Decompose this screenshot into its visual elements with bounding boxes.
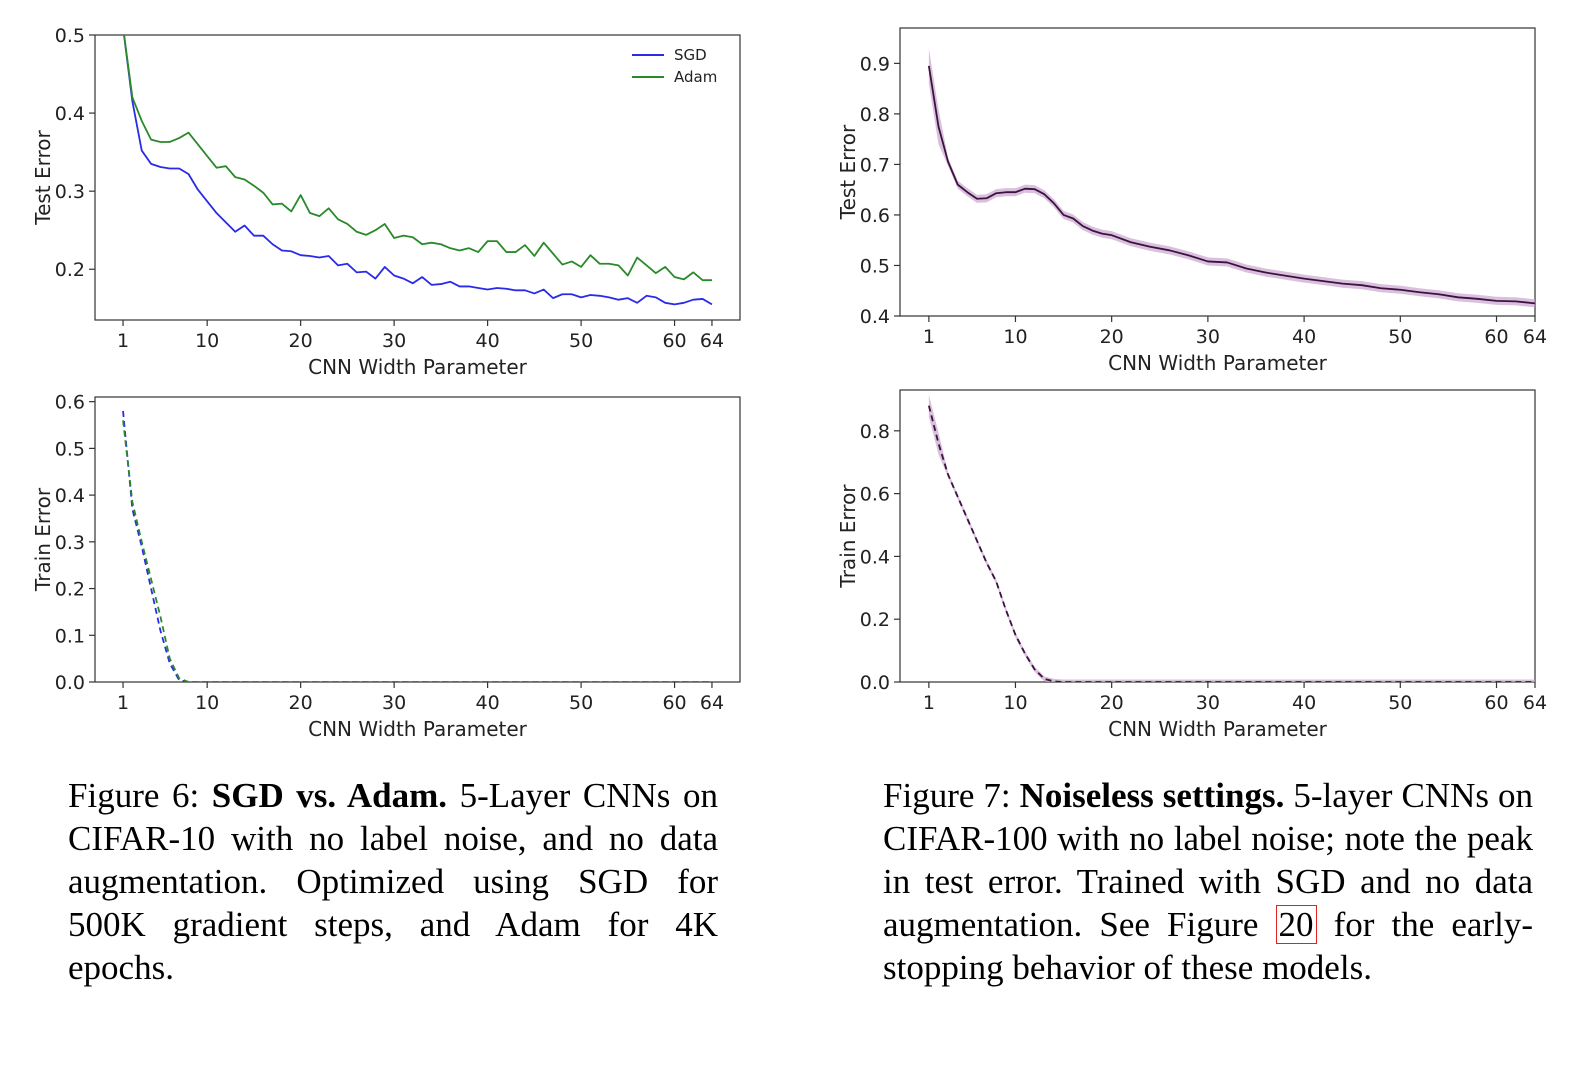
x-tick-label: 20: [289, 692, 313, 714]
x-tick-label: 20: [1100, 326, 1124, 348]
x-tick-label: 64: [1523, 326, 1547, 348]
y-axis-label: Train Error: [836, 484, 860, 589]
x-tick-label: 30: [382, 330, 406, 352]
y-tick-label: 0.6: [860, 484, 890, 506]
x-tick-label: 20: [1100, 692, 1124, 714]
figure-6-caption: Figure 6: SGD vs. Adam. 5-Layer CNNs on …: [68, 774, 718, 989]
x-tick-label: 10: [195, 692, 219, 714]
y-tick-label: 0.0: [860, 672, 890, 694]
x-tick-label: 50: [1388, 692, 1412, 714]
y-tick-label: 0.3: [55, 181, 85, 203]
x-tick-label: 40: [476, 330, 500, 352]
x-tick-label: 10: [195, 330, 219, 352]
x-tick-label: 40: [1292, 326, 1316, 348]
x-tick-label: 1: [923, 326, 935, 348]
x-axis-label: CNN Width Parameter: [1108, 351, 1328, 375]
plot-frame: [899, 389, 1536, 683]
x-tick-label: 10: [1003, 692, 1027, 714]
x-tick-label: 30: [382, 692, 406, 714]
x-tick-label: 60: [1484, 692, 1508, 714]
x-tick-label: 1: [923, 692, 935, 714]
x-tick-label: 64: [1523, 692, 1547, 714]
series-line-adam: [122, 420, 712, 682]
x-tick-label: 60: [662, 692, 686, 714]
series-line-sgd: [122, 410, 712, 682]
x-tick-label: 40: [476, 692, 500, 714]
y-axis-label: Test Error: [31, 129, 55, 225]
series-line: [927, 65, 1535, 305]
confidence-band: [928, 48, 1535, 308]
y-tick-label: 0.5: [55, 438, 85, 460]
x-tick-label: 50: [1388, 326, 1412, 348]
figure-6-label: Figure 6:: [68, 776, 212, 815]
y-tick-label: 0.8: [860, 421, 890, 443]
plot-area: [122, 410, 712, 682]
y-tick-label: 0.1: [55, 625, 85, 647]
x-tick-label: 60: [662, 330, 686, 352]
legend-label: SGD: [674, 46, 707, 64]
y-tick-label: 0.2: [55, 259, 85, 281]
y-tick-label: 0.3: [55, 532, 85, 554]
x-tick-label: 40: [1292, 692, 1316, 714]
figure-7-title: Noiseless settings.: [1019, 776, 1285, 815]
x-axis-label: CNN Width Parameter: [1108, 717, 1328, 741]
y-tick-label: 0.8: [860, 104, 890, 126]
y-tick-label: 0.6: [55, 392, 85, 414]
x-tick-label: 60: [1484, 326, 1508, 348]
y-axis-label: Test Error: [836, 124, 860, 220]
figure-7-text-b: for the early-stopping behavior of these…: [883, 905, 1533, 987]
series-line-sgd: [123, 35, 713, 306]
x-tick-label: 30: [1196, 326, 1220, 348]
x-tick-label: 64: [700, 330, 724, 352]
legend-label: Adam: [674, 68, 717, 86]
x-tick-label: 30: [1196, 692, 1220, 714]
y-tick-label: 0.5: [860, 255, 890, 277]
series-line: [927, 405, 1535, 682]
x-tick-label: 64: [700, 692, 724, 714]
series-line-adam: [123, 35, 712, 282]
plot-frame: [899, 27, 1536, 317]
x-tick-label: 10: [1003, 326, 1027, 348]
y-tick-label: 0.0: [55, 672, 85, 694]
y-tick-label: 0.4: [55, 485, 85, 507]
y-tick-label: 0.9: [860, 53, 890, 75]
y-tick-label: 0.6: [860, 205, 890, 227]
confidence-band: [928, 394, 1535, 682]
y-tick-label: 0.2: [55, 579, 85, 601]
x-tick-label: 20: [289, 330, 313, 352]
y-tick-label: 0.4: [860, 546, 890, 568]
x-tick-label: 1: [117, 692, 129, 714]
x-axis-label: CNN Width Parameter: [308, 355, 528, 379]
figure-7-label: Figure 7:: [883, 776, 1020, 815]
figure-6-title: SGD vs. Adam.: [211, 776, 447, 815]
y-tick-label: 0.5: [55, 25, 85, 47]
chart-fig7-train: 1 10 20 30 40 50 60 64 0.0 0.2 0.4 0.6 0.8 CNN Width …: [836, 389, 1547, 741]
chart-fig7-test: 1 10 20 30 40 50 60 64 0.4 0.5 0.6 0.7 0.8 0.9 CNN Wid…: [836, 27, 1547, 375]
plot-area: [123, 35, 713, 306]
x-tick-label: 50: [569, 330, 593, 352]
plot-area: [927, 394, 1535, 682]
y-tick-label: 0.2: [860, 609, 890, 631]
y-tick-label: 0.4: [860, 306, 890, 328]
plot-frame: [94, 34, 741, 321]
figure-7-text-a: 5-layer CNNs on CIFAR-100 with no label …: [883, 776, 1534, 944]
y-tick-label: 0.7: [860, 154, 890, 176]
figure-20-reference-link[interactable]: 20: [1275, 905, 1317, 944]
chart-fig6-test: 1 10 20 30 40 50 60 64 0.2 0.3 0.4 0.5 CNN Width Par…: [31, 25, 741, 379]
figure-7-caption: Figure 7: Noiseless settings. 5-layer CN…: [883, 774, 1533, 989]
figure-6-text: 5-Layer CNNs on CIFAR-10 with no label n…: [68, 776, 718, 987]
y-tick-label: 0.4: [55, 103, 85, 125]
y-axis-label: Train Error: [31, 487, 55, 592]
x-tick-label: 50: [569, 692, 593, 714]
x-axis-label: CNN Width Parameter: [308, 717, 528, 741]
x-tick-label: 1: [117, 330, 129, 352]
chart-fig6-train: 1 10 20 30 40 50 60 64 0.0 0.1 0.2 0.3 0.4 0.5 0.6 CNN …: [31, 392, 741, 741]
plot-area: [927, 48, 1535, 308]
plot-frame: [94, 396, 741, 683]
